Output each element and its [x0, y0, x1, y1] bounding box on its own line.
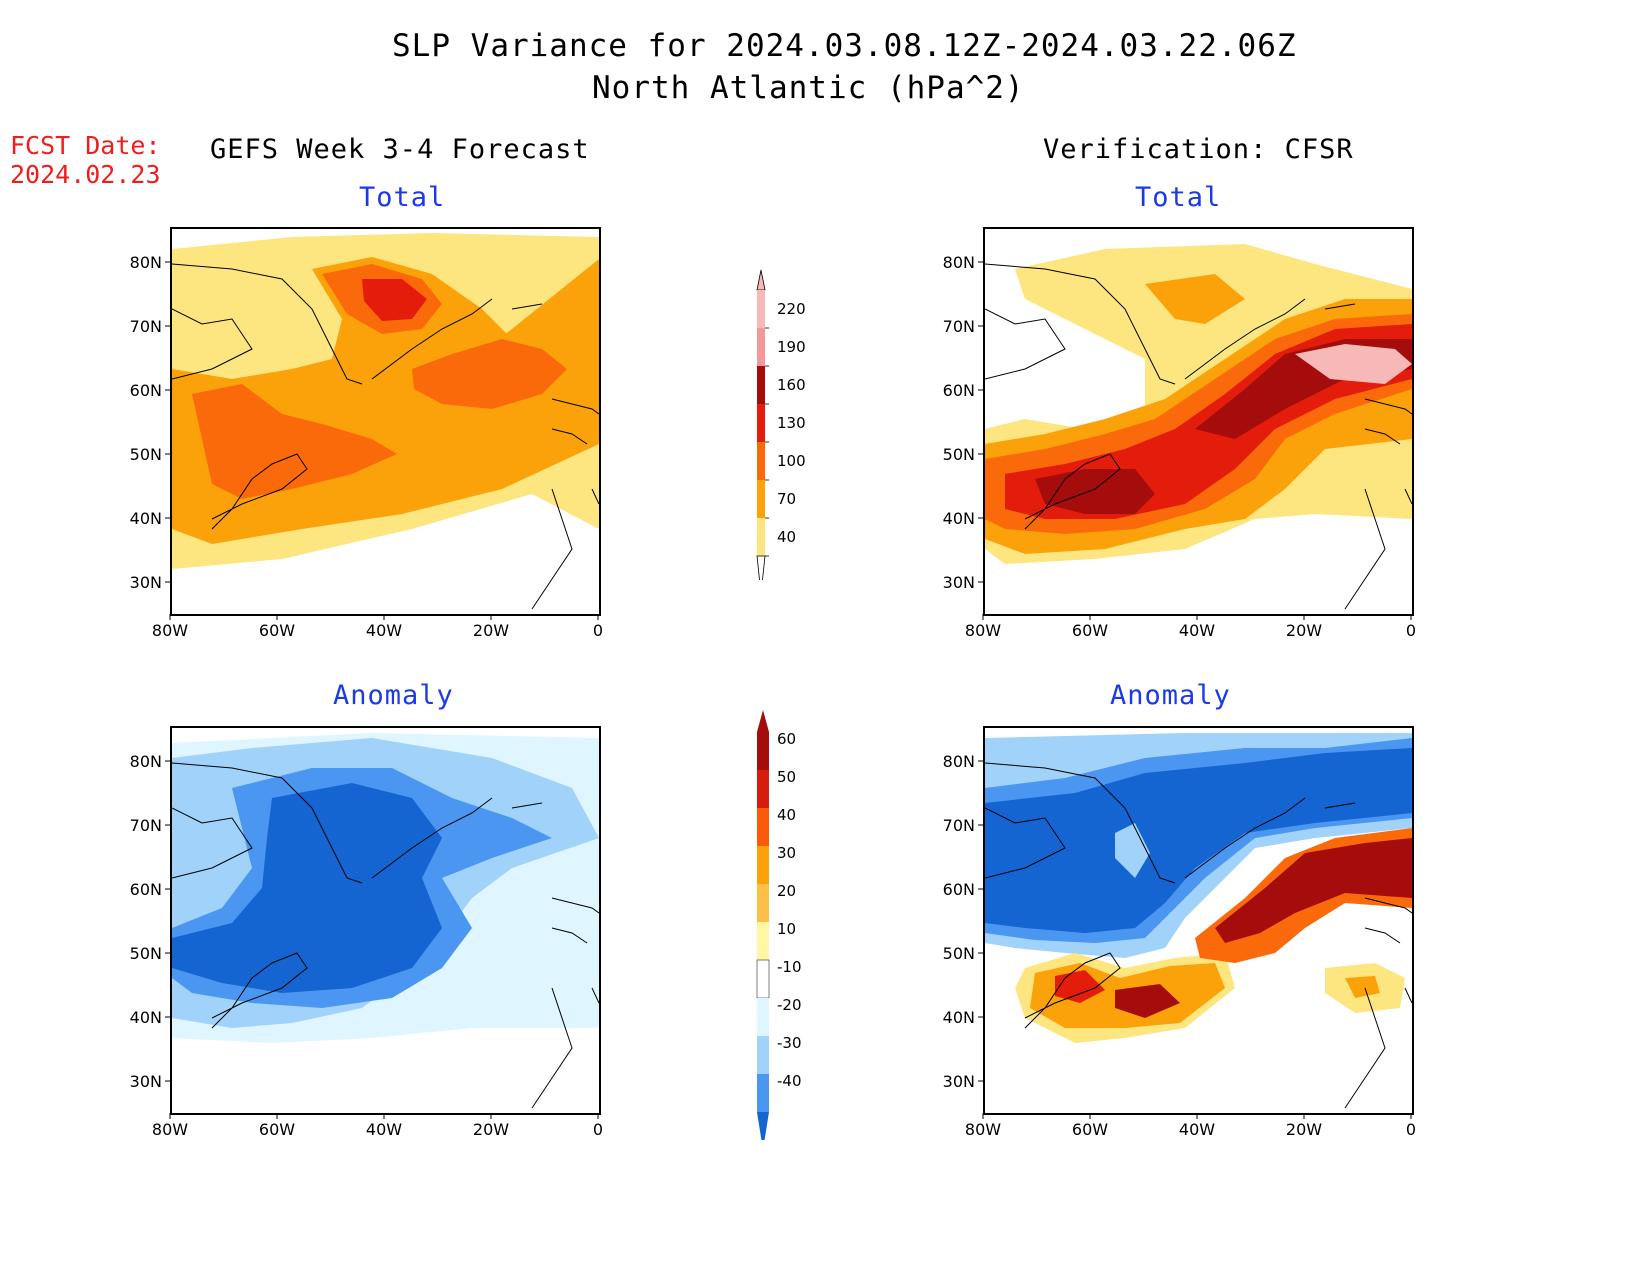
lat-tick-label: 60N — [943, 880, 975, 899]
lat-tick-label: 50N — [943, 944, 975, 963]
lat-tick-label: 60N — [130, 880, 162, 899]
colorbar-tick-label: 190 — [777, 338, 806, 356]
colorbar-arrow-bottom — [756, 555, 766, 580]
fcst-date-value: 2024.02.23 — [10, 160, 161, 189]
colorbar-tick-label: 100 — [777, 452, 806, 470]
verification-total-title: Total — [1135, 182, 1222, 213]
colorbar-segment — [757, 808, 769, 846]
total-colorbar: 220 190 160 130 100 70 40 — [756, 269, 806, 580]
lon-tick-label: 80W — [965, 1120, 1001, 1139]
lon-tick-label: 40W — [366, 1120, 402, 1139]
colorbar-arrow-bottom — [757, 1112, 769, 1140]
lon-tick-label: 80W — [152, 621, 188, 640]
lat-tick-label: 30N — [130, 1072, 162, 1091]
colorbar-arrow-top — [757, 710, 769, 732]
colorbar-segment — [757, 404, 765, 442]
colorbar-tick-label: 10 — [777, 920, 796, 938]
colorbar-segment — [757, 1074, 769, 1112]
verification-column-title: Verification: CFSR — [1043, 134, 1354, 165]
lat-tick-label: 70N — [130, 317, 162, 336]
lat-tick-label: 70N — [943, 317, 975, 336]
lon-tick-label: 60W — [1072, 621, 1108, 640]
lat-tick-label: 40N — [943, 509, 975, 528]
lat-tick-label: 50N — [943, 445, 975, 464]
fcst-date-label: FCST Date: — [10, 131, 161, 160]
lat-tick-label: 70N — [943, 816, 975, 835]
colorbar-tick-label: 220 — [777, 300, 806, 318]
lat-tick-label: 80N — [130, 253, 162, 272]
colorbar-tick-label: 20 — [777, 882, 796, 900]
colorbar-segment — [757, 998, 769, 1036]
lat-tick-label: 70N — [130, 816, 162, 835]
colorbar-tick-label: 60 — [777, 730, 796, 748]
colorbar-tick-label: -20 — [777, 996, 802, 1014]
verification-anomaly-map — [983, 726, 1414, 1115]
anomaly-colorbar: 60 50 40 30 20 10 -10 -20 -30 -40 — [756, 710, 802, 1140]
lat-tick-label: 40N — [130, 509, 162, 528]
colorbar-tick-label: -40 — [777, 1072, 802, 1090]
colorbar-tick-label: 40 — [777, 806, 796, 824]
lon-tick-label: 0 — [593, 621, 603, 640]
lon-tick-label: 0 — [1406, 621, 1416, 640]
lat-tick-label: 50N — [130, 445, 162, 464]
lon-tick-label: 80W — [965, 621, 1001, 640]
forecast-total-title: Total — [359, 182, 446, 213]
lon-tick-label: 40W — [1179, 621, 1215, 640]
colorbar-tick-label: -30 — [777, 1034, 802, 1052]
lat-tick-label: 80N — [943, 752, 975, 771]
lon-tick-label: 80W — [152, 1120, 188, 1139]
lat-tick-label: 40N — [943, 1008, 975, 1027]
colorbar-tick-label: 50 — [777, 768, 796, 786]
lon-tick-label: 20W — [1286, 1120, 1322, 1139]
forecast-column-title: GEFS Week 3-4 Forecast — [210, 134, 590, 165]
colorbar-segment — [757, 770, 769, 808]
colorbar-tick-label: -10 — [777, 958, 802, 976]
colorbar-segment — [757, 922, 769, 960]
lon-tick-label: 60W — [1072, 1120, 1108, 1139]
lon-tick-label: 20W — [473, 621, 509, 640]
colorbar-tick-label: 70 — [777, 490, 796, 508]
lon-tick-label: 0 — [593, 1120, 603, 1139]
lon-tick-label: 0 — [1406, 1120, 1416, 1139]
colorbar-segment — [757, 480, 765, 518]
lat-tick-label: 30N — [943, 573, 975, 592]
colorbar-segment — [757, 366, 765, 404]
colorbar-tick-label: 40 — [777, 528, 796, 546]
main-title: SLP Variance for 2024.03.08.12Z-2024.03.… — [392, 28, 1297, 64]
lat-tick-label: 30N — [130, 573, 162, 592]
lat-tick-label: 80N — [943, 253, 975, 272]
colorbar-segment — [757, 442, 765, 480]
lat-tick-label: 60N — [130, 381, 162, 400]
colorbar-tick-label: 30 — [777, 844, 796, 862]
colorbar-tick-label: 130 — [777, 414, 806, 432]
colorbar-segment — [757, 290, 765, 328]
sub-title: North Atlantic (hPa^2) — [592, 70, 1025, 106]
verification-total-map — [983, 227, 1414, 616]
forecast-anomaly-title: Anomaly — [333, 680, 454, 711]
lat-tick-label: 40N — [130, 1008, 162, 1027]
colorbar-segment — [757, 884, 769, 922]
lat-tick-label: 50N — [130, 944, 162, 963]
lat-tick-label: 30N — [943, 1072, 975, 1091]
lon-tick-label: 40W — [1179, 1120, 1215, 1139]
colorbar-segment — [757, 518, 765, 556]
lon-tick-label: 40W — [366, 621, 402, 640]
lon-tick-label: 60W — [259, 1120, 295, 1139]
colorbar-arrow-top — [756, 269, 766, 291]
colorbar-segment — [757, 328, 765, 366]
lon-tick-label: 60W — [259, 621, 295, 640]
verification-anomaly-title: Anomaly — [1110, 680, 1231, 711]
lat-tick-label: 80N — [130, 752, 162, 771]
lon-tick-label: 20W — [1286, 621, 1322, 640]
forecast-anomaly-map — [170, 726, 601, 1115]
colorbar-segment — [756, 959, 770, 999]
colorbar-segment — [757, 846, 769, 884]
forecast-total-map — [170, 227, 601, 616]
lat-tick-label: 60N — [943, 381, 975, 400]
colorbar-segment — [757, 732, 769, 770]
colorbar-tick-label: 160 — [777, 376, 806, 394]
lon-tick-label: 20W — [473, 1120, 509, 1139]
colorbar-segment — [757, 1036, 769, 1074]
